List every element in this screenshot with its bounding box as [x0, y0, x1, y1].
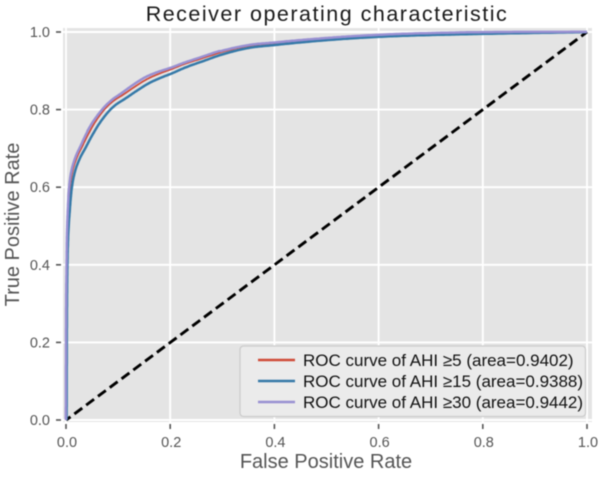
svg-text:Receiver operating characteris: Receiver operating characteristic [146, 2, 509, 26]
svg-text:False Positive Rate: False Positive Rate [240, 451, 412, 472]
svg-text:0.4: 0.4 [265, 435, 285, 451]
svg-text:1.0: 1.0 [30, 25, 50, 41]
svg-text:0.0: 0.0 [57, 435, 77, 451]
svg-text:ROC curve of AHI ≥5 (area=0.94: ROC curve of AHI ≥5 (area=0.9402) [303, 351, 574, 370]
svg-text:0.8: 0.8 [474, 435, 494, 451]
svg-text:0.2: 0.2 [30, 335, 50, 351]
svg-text:ROC curve of AHI ≥15 (area=0.9: ROC curve of AHI ≥15 (area=0.9388) [303, 372, 583, 391]
svg-text:1.0: 1.0 [578, 435, 598, 451]
svg-text:0.6: 0.6 [370, 435, 390, 451]
svg-text:0.8: 0.8 [30, 103, 50, 119]
svg-text:0.6: 0.6 [30, 180, 50, 196]
svg-text:0.2: 0.2 [161, 435, 181, 451]
svg-text:True Positive Rate: True Positive Rate [2, 143, 24, 307]
svg-text:0.0: 0.0 [30, 413, 50, 429]
svg-text:ROC curve of AHI ≥30 (area=0.9: ROC curve of AHI ≥30 (area=0.9442) [303, 393, 583, 412]
svg-text:0.4: 0.4 [30, 258, 50, 274]
